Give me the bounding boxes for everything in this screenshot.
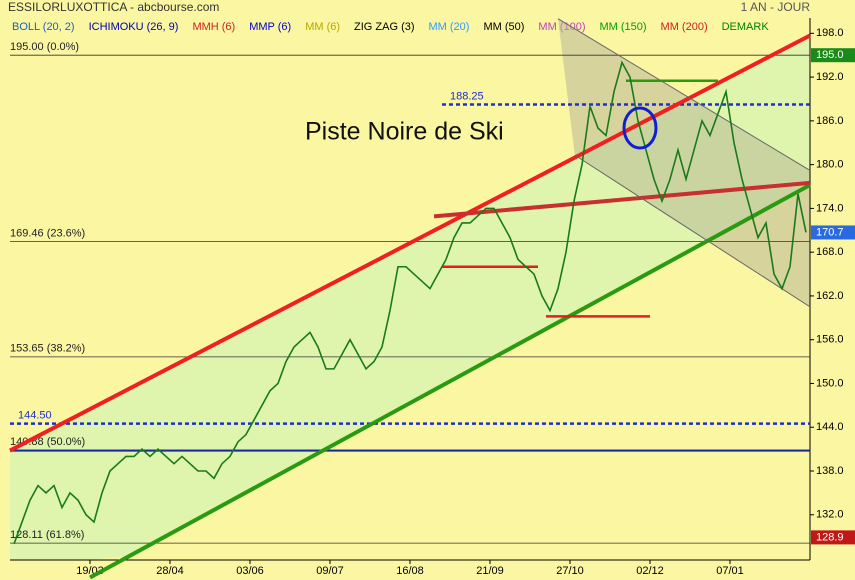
chart-title: ESSILORLUXOTTICA - abcbourse.com (8, 0, 219, 14)
price-tag-label: 128.9 (816, 531, 844, 543)
trend-line (89, 183, 811, 580)
y-tick-label: 198.0 (816, 27, 844, 39)
y-tick-label: 186.0 (816, 115, 844, 127)
x-tick-label: 02/12 (636, 565, 664, 577)
price-tag (811, 225, 855, 240)
indicator-label: DEMARK (722, 21, 770, 33)
y-tick-label: 156.0 (816, 334, 844, 346)
y-tick-label: 150.0 (816, 377, 844, 389)
trend-line (433, 180, 811, 219)
trend-line (557, 18, 811, 171)
y-tick-label: 162.0 (816, 290, 844, 302)
indicator-label: MMP (6) (249, 21, 291, 33)
indicator-label: MM (20) (429, 21, 470, 33)
fib-label: 169.46 (23.6%) (10, 227, 85, 239)
x-tick-label: 03/06 (236, 565, 264, 577)
period: 1 AN - JOUR (741, 0, 811, 14)
trend-line (574, 154, 811, 308)
down-channel (558, 18, 810, 307)
level-label: 188.25 (450, 90, 484, 102)
y-tick-label: 138.0 (816, 465, 844, 477)
price-tag (811, 48, 855, 63)
y-tick-label: 180.0 (816, 159, 844, 171)
indicator-label: ICHIMOKU (26, 9) (89, 21, 179, 33)
trend-line (9, 33, 811, 453)
fib-label: 128.11 (61.8%) (10, 529, 84, 541)
x-tick-label: 28/04 (156, 565, 184, 577)
x-tick-label: 21/09 (476, 565, 504, 577)
highlight (622, 106, 658, 150)
fib-label: 195.00 (0.0%) (10, 41, 79, 53)
x-tick-label: 07/01 (716, 565, 744, 577)
annotation: Piste Noire de Ski (305, 118, 504, 146)
x-tick-label: 27/10 (556, 565, 584, 577)
x-tick-label: 16/08 (396, 565, 424, 577)
fib-label: 153.65 (38.2%) (10, 343, 85, 355)
indicator-label: MM (6) (305, 21, 340, 33)
y-tick-label: 192.0 (816, 71, 844, 83)
price-tag (811, 530, 855, 545)
indicator-label: ZIG ZAG (3) (354, 21, 415, 33)
level-label: 144.50 (18, 409, 52, 421)
y-tick-label: 168.0 (816, 246, 844, 258)
indicator-label: MM (50) (483, 21, 524, 33)
x-tick-label: 09/07 (316, 565, 344, 577)
y-tick-label: 174.0 (816, 202, 844, 214)
indicator-label: MMH (6) (192, 21, 235, 33)
indicator-label: MM (200) (661, 21, 708, 33)
price-tag-label: 195.0 (816, 49, 844, 61)
indicator-label: BOLL (20, 2) (12, 21, 75, 33)
y-tick-label: 132.0 (816, 509, 844, 521)
price-tag-label: 170.7 (816, 226, 844, 238)
y-tick-label: 144.0 (816, 421, 844, 433)
price-line (13, 60, 807, 545)
indicator-label: MM (150) (599, 21, 646, 33)
